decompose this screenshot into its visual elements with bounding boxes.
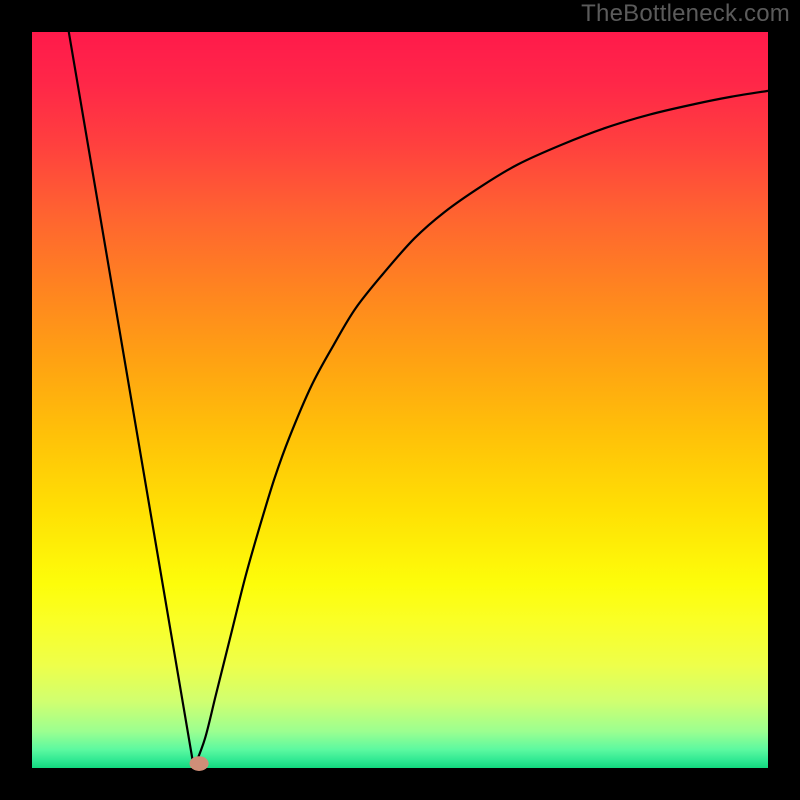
gradient-background	[32, 32, 768, 768]
bottleneck-chart	[0, 0, 800, 800]
chart-container: TheBottleneck.com	[0, 0, 800, 800]
valley-marker	[190, 756, 209, 771]
watermark-text: TheBottleneck.com	[581, 0, 790, 28]
